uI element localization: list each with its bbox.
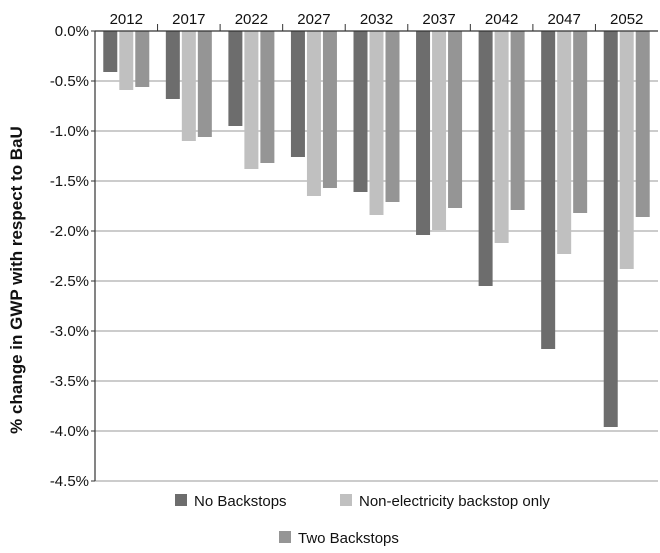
bar xyxy=(448,31,463,208)
bar xyxy=(432,31,447,230)
category-label: 2047 xyxy=(547,11,580,28)
bar xyxy=(478,31,493,286)
bar xyxy=(290,31,305,157)
bar xyxy=(573,31,588,213)
y-tick-label: -2.5% xyxy=(50,273,89,290)
category-label: 2052 xyxy=(610,11,643,28)
legend-swatch xyxy=(340,494,352,506)
y-tick-label: -1.0% xyxy=(50,123,89,140)
category-label: 2012 xyxy=(110,11,143,28)
y-tick-label: -0.5% xyxy=(50,73,89,90)
legend-label: No Backstops xyxy=(194,493,287,510)
y-tick-label: -3.0% xyxy=(50,323,89,340)
category-label: 2022 xyxy=(235,11,268,28)
bar xyxy=(135,31,150,87)
bar xyxy=(306,31,321,196)
legend-swatch xyxy=(175,494,187,506)
bar xyxy=(197,31,212,137)
bar xyxy=(103,31,118,72)
bar xyxy=(385,31,400,202)
bar xyxy=(416,31,431,235)
category-label: 2032 xyxy=(360,11,393,28)
bar xyxy=(619,31,634,269)
y-tick-label: 0.0% xyxy=(55,23,89,40)
bar xyxy=(369,31,384,215)
bar xyxy=(119,31,134,90)
legend-label: Non-electricity backstop only xyxy=(359,493,550,510)
bars xyxy=(103,31,650,427)
bar xyxy=(353,31,368,192)
bar xyxy=(557,31,572,254)
bar xyxy=(603,31,618,427)
y-tick-label: -4.0% xyxy=(50,423,89,440)
legend: No Backstops Non-electricity backstop onl… xyxy=(175,493,550,547)
y-axis-ticks: 0.0% -0.5% -1.0% -1.5% -2.0% -2.5% -3.0% -3.5% -… xyxy=(50,23,95,490)
legend-swatch xyxy=(279,531,291,543)
y-tick-label: -1.5% xyxy=(50,173,89,190)
legend-label: Two Backstops xyxy=(298,530,399,547)
category-label: 2037 xyxy=(422,11,455,28)
bar xyxy=(494,31,509,243)
bar xyxy=(635,31,650,217)
category-label: 2017 xyxy=(172,11,205,28)
bar xyxy=(181,31,196,141)
y-tick-label: -2.0% xyxy=(50,223,89,240)
bar xyxy=(165,31,180,99)
category-label: 2027 xyxy=(297,11,330,28)
bar xyxy=(510,31,525,210)
bar xyxy=(541,31,556,349)
bar xyxy=(244,31,259,169)
axes xyxy=(94,30,658,481)
y-axis-label: % change in GWP with respect to BaU xyxy=(7,126,26,434)
bar xyxy=(228,31,243,126)
bar xyxy=(260,31,275,163)
category-label: 2042 xyxy=(485,11,518,28)
bar xyxy=(322,31,337,188)
y-tick-label: -3.5% xyxy=(50,373,89,390)
category-labels: 2012 2017 2022 2027 2032 2037 2042 2047 2052 xyxy=(110,11,643,31)
y-tick-label: -4.5% xyxy=(50,473,89,490)
